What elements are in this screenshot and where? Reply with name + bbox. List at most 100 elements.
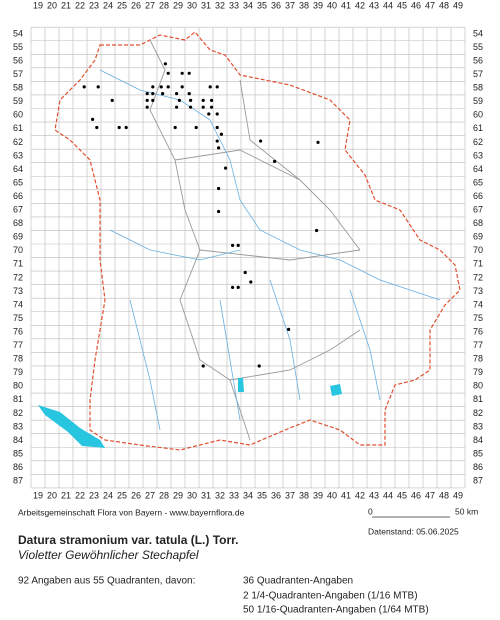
occurrence-point bbox=[316, 140, 320, 144]
occurrence-point bbox=[224, 166, 228, 170]
column-label: 38 bbox=[299, 490, 309, 500]
row-label: 80 bbox=[473, 381, 483, 391]
occurrence-point bbox=[82, 85, 86, 89]
row-label: 86 bbox=[13, 462, 23, 472]
occurrence-point bbox=[201, 364, 205, 368]
column-label: 49 bbox=[453, 0, 463, 10]
column-label: 36 bbox=[271, 0, 281, 10]
column-label: 22 bbox=[75, 0, 85, 10]
summary: 92 Angaben aus 55 Quadranten, davon: bbox=[18, 576, 195, 587]
column-label: 28 bbox=[159, 490, 169, 500]
column-label: 19 bbox=[33, 490, 43, 500]
row-label: 87 bbox=[13, 476, 23, 486]
row-label: 56 bbox=[13, 55, 23, 65]
column-label: 21 bbox=[61, 490, 71, 500]
column-label: 34 bbox=[243, 490, 253, 500]
column-label: 21 bbox=[61, 0, 71, 10]
occurrence-point bbox=[95, 125, 99, 130]
occurrence-point bbox=[273, 159, 277, 163]
column-label: 44 bbox=[383, 0, 393, 10]
row-label: 72 bbox=[473, 272, 483, 282]
column-label: 42 bbox=[355, 490, 365, 500]
row-label: 65 bbox=[13, 177, 23, 187]
breakdown: 2 1/4-Quadranten-Angaben (1/16 MTB) bbox=[243, 591, 418, 602]
row-label: 71 bbox=[13, 259, 23, 269]
column-label: 25 bbox=[117, 490, 127, 500]
row-label: 77 bbox=[13, 340, 23, 350]
column-label: 27 bbox=[145, 490, 155, 500]
occurrence-point bbox=[215, 139, 219, 143]
row-label: 60 bbox=[473, 110, 483, 120]
occurrence-points bbox=[82, 62, 320, 368]
column-label: 24 bbox=[103, 490, 113, 500]
row-label: 66 bbox=[13, 191, 23, 201]
row-label: 63 bbox=[13, 150, 23, 160]
occurrence-point bbox=[180, 85, 184, 89]
row-label: 79 bbox=[13, 367, 23, 377]
occurrence-point bbox=[163, 62, 167, 66]
column-label: 26 bbox=[131, 0, 141, 10]
occurrence-point bbox=[91, 117, 95, 121]
column-label: 36 bbox=[271, 490, 281, 500]
column-label: 24 bbox=[103, 0, 113, 10]
occurrence-point bbox=[215, 112, 219, 116]
row-label: 82 bbox=[473, 408, 483, 418]
row-label: 66 bbox=[473, 191, 483, 201]
occurrence-point bbox=[166, 71, 170, 75]
row-label: 73 bbox=[13, 286, 23, 296]
column-label: 48 bbox=[439, 0, 449, 10]
column-label: 26 bbox=[131, 490, 141, 500]
row-label: 65 bbox=[473, 177, 483, 187]
scale-end: 50 km bbox=[455, 506, 478, 516]
row-label: 74 bbox=[13, 299, 23, 309]
row-label: 83 bbox=[473, 421, 483, 431]
rivers bbox=[99, 69, 441, 431]
lake-constance bbox=[38, 405, 105, 448]
row-label: 70 bbox=[13, 245, 23, 255]
occurrence-point bbox=[215, 125, 219, 130]
row-label: 69 bbox=[13, 232, 23, 242]
grid-labels: 19 19 20 20 21 21 22 22 23 23 24 24 25 25 26 26 27 27 28 28… bbox=[13, 0, 483, 500]
occurrence-point bbox=[187, 71, 191, 75]
row-label: 71 bbox=[473, 259, 483, 269]
row-label: 73 bbox=[473, 286, 483, 296]
column-label: 45 bbox=[397, 490, 407, 500]
column-label: 20 bbox=[47, 490, 57, 500]
occurrence-point bbox=[210, 105, 214, 109]
row-label: 54 bbox=[13, 28, 23, 38]
row-label: 81 bbox=[473, 394, 483, 404]
map-outline bbox=[38, 31, 461, 451]
column-label: 28 bbox=[159, 0, 169, 10]
occurrence-point bbox=[236, 243, 240, 247]
occurrence-point bbox=[175, 92, 179, 96]
row-label: 74 bbox=[473, 299, 483, 309]
occurrence-point bbox=[166, 85, 170, 89]
occurrence-point bbox=[201, 98, 205, 102]
occurrence-point bbox=[189, 98, 193, 102]
occurrence-point bbox=[194, 125, 198, 130]
row-label: 70 bbox=[473, 245, 483, 255]
breakdown: 36 Quadranten-Angaben bbox=[243, 576, 353, 587]
row-label: 79 bbox=[473, 367, 483, 377]
column-label: 27 bbox=[145, 0, 155, 10]
row-label: 60 bbox=[13, 110, 23, 120]
column-label: 38 bbox=[299, 0, 309, 10]
row-label: 75 bbox=[13, 313, 23, 323]
column-label: 33 bbox=[229, 0, 239, 10]
occurrence-point bbox=[110, 98, 114, 102]
occurrence-point bbox=[243, 270, 247, 275]
occurrence-point bbox=[315, 228, 319, 233]
column-label: 19 bbox=[33, 0, 43, 10]
row-label: 78 bbox=[473, 354, 483, 364]
row-label: 83 bbox=[13, 421, 23, 431]
column-label: 30 bbox=[187, 490, 197, 500]
row-label: 64 bbox=[473, 164, 483, 174]
column-label: 35 bbox=[257, 490, 267, 500]
column-label: 31 bbox=[201, 490, 211, 500]
column-label: 23 bbox=[89, 490, 99, 500]
row-label: 81 bbox=[13, 394, 23, 404]
occurrence-point bbox=[217, 186, 221, 191]
row-label: 57 bbox=[473, 69, 483, 79]
row-label: 59 bbox=[13, 96, 23, 106]
